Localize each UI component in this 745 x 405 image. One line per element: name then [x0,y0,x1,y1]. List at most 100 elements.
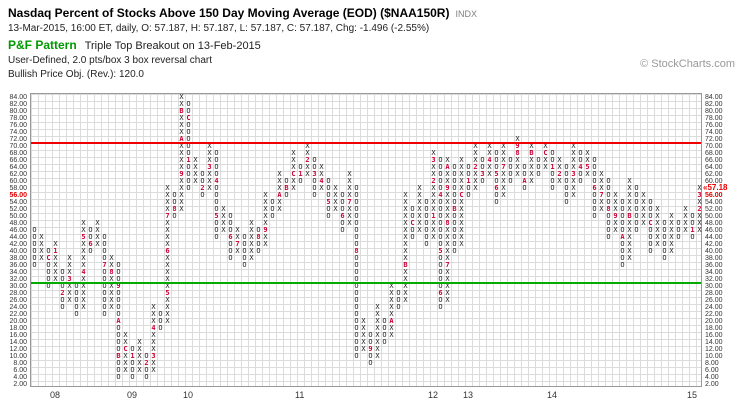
pf-x-glyph: X [291,163,296,171]
y-tick-label: 48.00 [9,220,27,227]
pf-o-glyph: O [662,240,667,248]
pf-o-glyph: O [620,212,625,220]
month-marker: C [123,345,128,353]
pf-o-glyph: O [354,345,359,353]
pf-o-glyph: O [102,275,107,283]
y-tick-label: 16.00 [705,332,723,339]
pf-o-glyph: O [550,184,555,192]
pf-o-glyph: O [130,366,135,374]
pf-x-glyph: X [165,226,170,234]
month-marker: 8 [256,233,261,241]
pf-o-glyph: O [648,212,653,220]
year-label-13: 13 [463,390,474,400]
pf-o-glyph: O [32,254,37,262]
pf-o-glyph: O [634,191,639,199]
month-marker: C [291,170,296,178]
pf-o-glyph: O [438,233,443,241]
y-tick-label: 14.00 [705,339,723,346]
pf-x-glyph: X [585,156,590,164]
pf-x-glyph: X [557,156,562,164]
pf-o-glyph: O [382,331,387,339]
pf-o-glyph: O [438,219,443,227]
pf-x-glyph: X [403,233,408,241]
pf-x-glyph: X [109,254,114,262]
pf-x-glyph: X [431,219,436,227]
y-tick-label: 68.00 [705,150,723,157]
pf-x-glyph: X [403,254,408,262]
y-tick-label: 52.00 [705,206,723,213]
month-marker: 1 [298,170,303,178]
pf-x-glyph: X [571,177,576,185]
pf-x-glyph: X [137,359,142,367]
pf-x-glyph: X [249,247,254,255]
y-tick-label: 66.00 [705,157,723,164]
pf-x-glyph: X [697,226,702,234]
pf-o-glyph: O [130,373,135,381]
pf-x-glyph: X [473,184,478,192]
pf-x-glyph: X [361,324,366,332]
pf-x-glyph: X [375,310,380,318]
pf-x-glyph: X [389,331,394,339]
pf-o-glyph: O [522,170,527,178]
pf-o-glyph: O [396,303,401,311]
pattern-line: P&F Pattern Triple Top Breakout on 13-Feb… [8,38,477,52]
pf-o-glyph: O [144,352,149,360]
pf-o-glyph: O [200,177,205,185]
pf-x-glyph: X [459,233,464,241]
pf-o-glyph: O [508,177,513,185]
pf-x-glyph: X [431,170,436,178]
y-tick-label: 32.00 [705,276,723,283]
y-tick-label: 36.00 [9,262,27,269]
pf-o-glyph: O [620,219,625,227]
month-marker: 8 [109,268,114,276]
overbought-line [31,142,701,144]
pf-x-glyph: X [697,198,702,206]
month-marker: A [116,317,121,325]
pf-x-glyph: X [165,303,170,311]
month-marker: 1 [690,226,695,234]
pf-x-glyph: X [655,226,660,234]
y-tick-label: 66.00 [9,157,27,164]
pf-o-glyph: O [354,310,359,318]
pf-o-glyph: O [312,156,317,164]
y-tick-label: 50.00 [705,213,723,220]
pf-o-glyph: O [592,212,597,220]
pf-o-glyph: O [578,170,583,178]
pf-x-glyph: X [445,198,450,206]
pf-x-glyph: X [697,212,702,220]
pf-o-glyph: O [354,205,359,213]
month-marker: B [529,149,534,157]
pf-o-glyph: O [662,254,667,262]
y-tick-label: 78.00 [705,115,723,122]
pf-o-glyph: O [186,100,191,108]
pf-x-glyph: X [627,254,632,262]
pf-x-glyph: X [291,149,296,157]
pf-x-glyph: X [151,345,156,353]
pf-x-glyph: X [669,240,674,248]
pf-o-glyph: O [424,205,429,213]
pf-o-glyph: O [326,205,331,213]
pf-x-glyph: X [347,191,352,199]
y-tick-label: 16.00 [9,332,27,339]
pf-x-glyph: X [333,184,338,192]
month-marker: 9 [116,282,121,290]
pf-x-glyph: X [95,240,100,248]
pf-x-glyph: X [179,114,184,122]
pf-o-glyph: O [606,226,611,234]
pf-x-glyph: X [669,226,674,234]
pf-x-glyph: X [431,226,436,234]
pf-x-glyph: X [179,149,184,157]
y-tick-label: 2.00 [705,381,719,388]
pf-x-glyph: X [417,219,422,227]
pf-x-glyph: X [319,170,324,178]
pf-o-glyph: O [228,247,233,255]
pf-o-glyph: O [592,163,597,171]
month-marker: 3 [431,156,436,164]
month-marker: 6 [165,247,170,255]
month-marker: 9 [368,345,373,353]
pf-o-glyph: O [634,184,639,192]
pf-x-glyph: X [123,359,128,367]
month-marker: 8 [515,149,520,157]
pf-o-glyph: O [214,170,219,178]
